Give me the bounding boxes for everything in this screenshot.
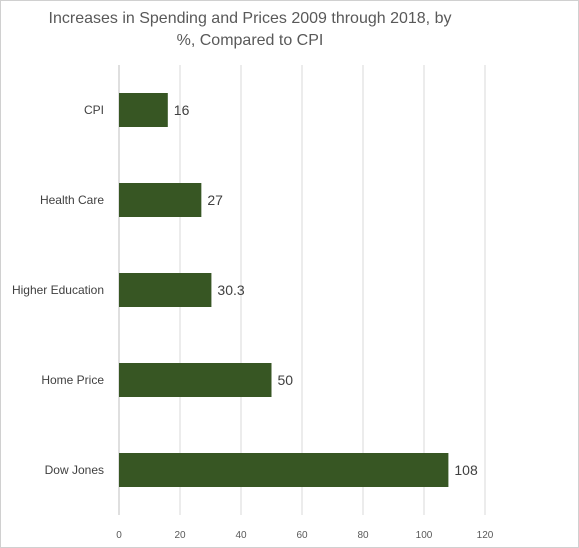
category-label-health-care: Health Care	[40, 193, 104, 207]
x-tick-label-0: 0	[116, 530, 122, 541]
data-label-cpi: 16	[174, 102, 190, 118]
x-tick-label-20: 20	[174, 530, 186, 541]
x-tick-label-80: 80	[357, 530, 369, 541]
category-label-cpi: CPI	[84, 103, 104, 117]
category-label-dow-jones: Dow Jones	[45, 463, 104, 477]
chart-title-line-2: %, Compared to CPI	[176, 32, 324, 49]
data-label-higher-education: 30.3	[217, 282, 244, 298]
x-tick-label-100: 100	[416, 530, 433, 541]
x-tick-label-60: 60	[296, 530, 308, 541]
x-tick-label-120: 120	[477, 530, 494, 541]
category-label-higher-education: Higher Education	[12, 283, 104, 297]
data-label-home-price: 50	[278, 372, 294, 388]
bar-home-price	[119, 363, 272, 397]
data-label-health-care: 27	[207, 192, 223, 208]
chart-title-line-1: Increases in Spending and Prices 2009 th…	[48, 10, 452, 27]
category-label-home-price: Home Price	[41, 373, 104, 387]
bar-dow-jones	[119, 453, 449, 487]
data-label-dow-jones: 108	[454, 462, 478, 478]
bar-cpi	[119, 93, 168, 127]
chart-title: Increases in Spending and Prices 2009 th…	[0, 8, 500, 52]
bar-health-care	[119, 183, 202, 217]
bar-higher-education	[119, 273, 212, 307]
x-tick-label-40: 40	[235, 530, 247, 541]
